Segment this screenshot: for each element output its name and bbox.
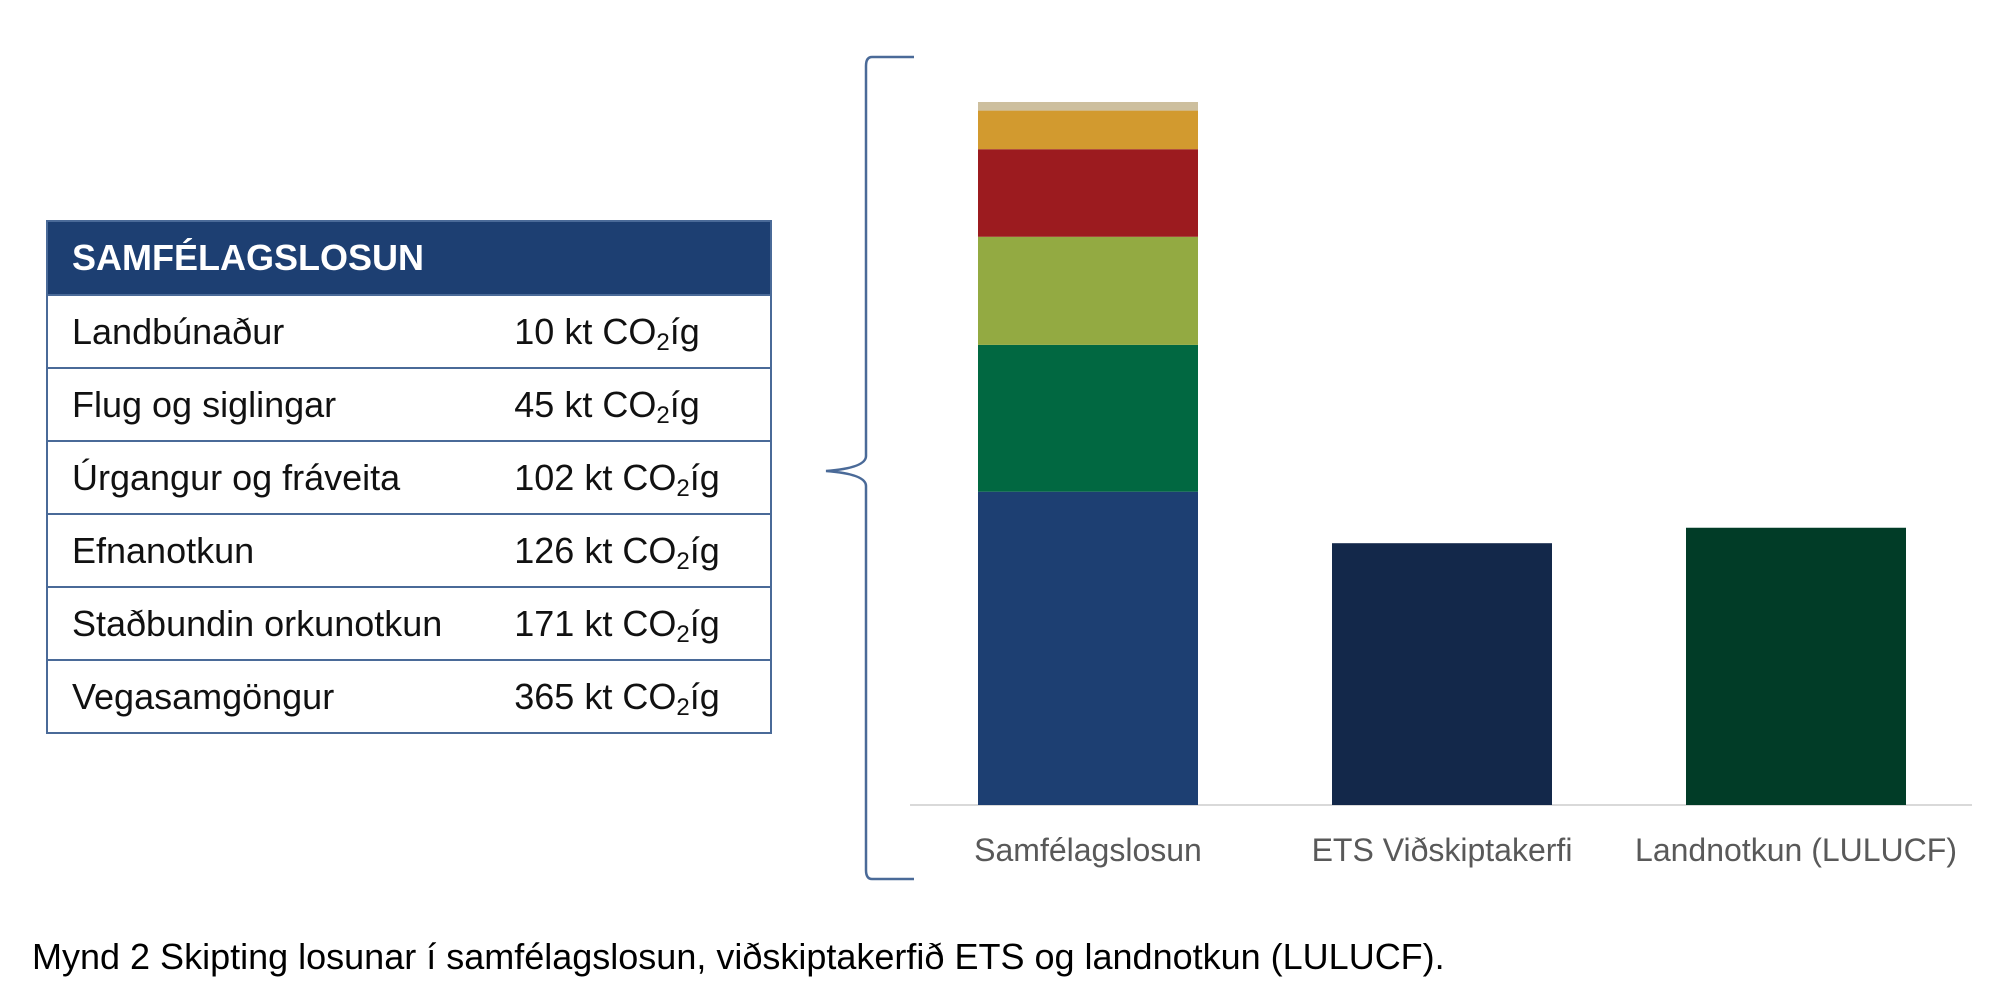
- unit-subscript: 2: [676, 620, 690, 648]
- row-label: Úrgangur og fráveita: [47, 440, 515, 514]
- bar-segment: [978, 149, 1198, 237]
- figure-caption: Mynd 2 Skipting losunar í samfélagslosun…: [32, 936, 1445, 977]
- unit-prefix: kt CO: [564, 310, 657, 352]
- unit-suffix: íg: [689, 602, 720, 644]
- x-tick-labels: Samfélagslosun ETS Viðskiptakerfi Landnotk…: [974, 832, 1957, 868]
- row-value: 171 kt CO2íg: [514, 586, 771, 660]
- bracket: [825, 55, 914, 881]
- value-number: 171: [514, 602, 575, 644]
- unit-subscript: 2: [676, 547, 690, 575]
- value-number: 126: [514, 529, 575, 571]
- unit-prefix: kt CO: [584, 602, 677, 644]
- unit-subscript: 2: [676, 693, 690, 721]
- bar-segment: [978, 110, 1198, 150]
- unit-prefix: kt CO: [584, 529, 677, 571]
- row-label: Staðbundin orkunotkun: [47, 586, 515, 660]
- unit-subscript: 2: [656, 328, 670, 356]
- value-number: 10: [514, 310, 555, 352]
- bars-group: [978, 102, 1906, 805]
- x-tick-label: Samfélagslosun: [974, 832, 1202, 868]
- bar-segment: [978, 236, 1198, 345]
- table-row: Vegasamgöngur 365 kt CO2íg: [47, 659, 771, 733]
- unit-suffix: íg: [689, 456, 720, 498]
- x-tick-label: Landnotkun (LULUCF): [1635, 832, 1957, 868]
- row-value: 126 kt CO2íg: [514, 513, 771, 587]
- unit-suffix: íg: [689, 675, 720, 717]
- row-value: 45 kt CO2íg: [514, 367, 771, 441]
- value-number: 45: [514, 383, 555, 425]
- unit-prefix: kt CO: [584, 675, 677, 717]
- unit-suffix: íg: [669, 310, 700, 352]
- value-number: 365: [514, 675, 575, 717]
- row-label: Efnanotkun: [47, 513, 515, 587]
- row-label: Vegasamgöngur: [47, 659, 515, 733]
- table-row: Flug og siglingar 45 kt CO2íg: [47, 367, 771, 441]
- unit-prefix: kt CO: [584, 456, 677, 498]
- bar-segment: [978, 491, 1198, 805]
- unit-suffix: íg: [669, 383, 700, 425]
- row-label: Flug og siglingar: [47, 367, 515, 441]
- table-row: Úrgangur og fráveita 102 kt CO2íg: [47, 440, 771, 514]
- table-row: Staðbundin orkunotkun 171 kt CO2íg: [47, 586, 771, 660]
- row-value: 10 kt CO2íg: [514, 294, 771, 368]
- table-row: Landbúnaður 10 kt CO2íg: [47, 294, 771, 368]
- row-value: 365 kt CO2íg: [514, 659, 771, 733]
- unit-subscript: 2: [676, 474, 690, 502]
- value-number: 102: [514, 456, 575, 498]
- bar-segment: [1332, 543, 1552, 805]
- bar-segment: [1686, 527, 1906, 805]
- unit-subscript: 2: [656, 401, 670, 429]
- bar-segment: [978, 102, 1198, 111]
- table-title: SAMFÉLAGSLOSUN: [47, 221, 771, 295]
- unit-prefix: kt CO: [564, 383, 657, 425]
- row-label: Landbúnaður: [47, 294, 515, 368]
- stacked-bar-chart: Samfélagslosun ETS Viðskiptakerfi Landnotk…: [825, 55, 1972, 881]
- bar-segment: [978, 344, 1198, 492]
- unit-suffix: íg: [689, 529, 720, 571]
- table-row: Efnanotkun 126 kt CO2íg: [47, 513, 771, 587]
- x-tick-label: ETS Viðskiptakerfi: [1312, 832, 1573, 868]
- emissions-table: SAMFÉLAGSLOSUN Landbúnaður 10 kt CO2íg Flu…: [46, 220, 772, 734]
- row-value: 102 kt CO2íg: [514, 440, 771, 514]
